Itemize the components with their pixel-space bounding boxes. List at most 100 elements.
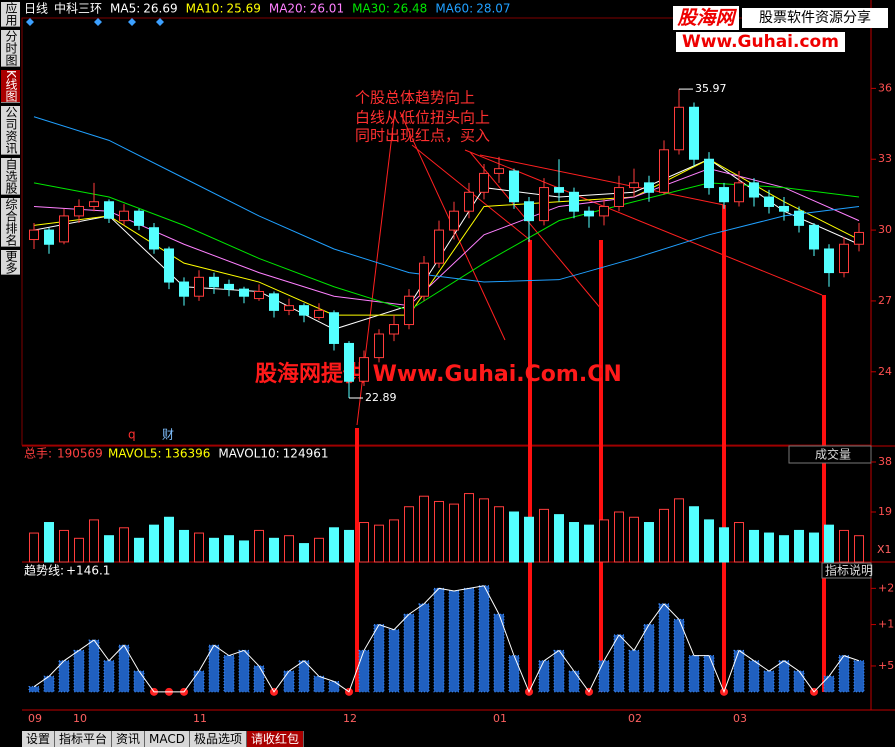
volume-bar bbox=[584, 524, 594, 563]
candle-body bbox=[569, 191, 579, 212]
vol-ma-name: MAVOL10: bbox=[218, 447, 279, 461]
bottom-tab[interactable]: 指标平台 bbox=[55, 731, 113, 747]
volume-bar bbox=[164, 516, 174, 563]
ma-legend-name: MA60: bbox=[435, 2, 473, 16]
side-tab[interactable]: 分时图 bbox=[1, 30, 20, 67]
x-tick-label: 01 bbox=[493, 712, 507, 725]
ind-bar bbox=[298, 660, 310, 693]
volume-bar bbox=[209, 537, 219, 563]
volume-button-label[interactable]: 成交量 bbox=[815, 447, 851, 462]
ind-bar bbox=[403, 613, 415, 693]
bottom-tab[interactable]: 极品选项 bbox=[190, 731, 248, 747]
ind-bar bbox=[418, 603, 430, 693]
bottom-tab[interactable]: MACD bbox=[145, 731, 191, 747]
candle-body bbox=[74, 205, 84, 217]
side-tab[interactable]: 自选股 bbox=[1, 157, 20, 195]
volume-button[interactable] bbox=[788, 445, 872, 464]
high-label: 35.97 bbox=[695, 82, 727, 95]
y-tick-label: 27 bbox=[878, 294, 892, 307]
vol-tick-label: 19 bbox=[878, 505, 892, 518]
volume-bar bbox=[809, 532, 819, 563]
ind-bar bbox=[208, 644, 220, 693]
volume-unit: X1 bbox=[877, 543, 892, 556]
candle-body bbox=[734, 182, 744, 203]
ma-legend-value: 26.01 bbox=[310, 2, 344, 16]
ma-legend-value: 26.48 bbox=[393, 2, 427, 16]
side-tab[interactable]: 综合排名 bbox=[1, 197, 20, 247]
candle-body bbox=[344, 342, 354, 382]
volume-bar bbox=[779, 535, 789, 563]
volume-bar bbox=[104, 535, 114, 563]
volume-bar bbox=[29, 532, 39, 563]
candle-body bbox=[359, 357, 369, 382]
ind-bar bbox=[103, 660, 115, 693]
candle-body bbox=[494, 168, 504, 174]
side-tab[interactable]: K线图 bbox=[1, 70, 20, 103]
volume-bar bbox=[539, 508, 549, 563]
volume-bar bbox=[764, 532, 774, 563]
volume-bar bbox=[119, 527, 129, 563]
side-tab[interactable]: 更多 bbox=[1, 249, 20, 275]
ind-bar bbox=[823, 675, 835, 693]
volume-bar bbox=[374, 524, 384, 563]
x-tick-label: 12 bbox=[343, 712, 357, 725]
ind-bar bbox=[778, 660, 790, 693]
candle-body bbox=[599, 205, 609, 217]
bottom-tab[interactable]: 设置 bbox=[22, 731, 56, 747]
volume-bar bbox=[224, 535, 234, 563]
candle-body bbox=[704, 158, 714, 189]
bottom-tab[interactable]: 资讯 bbox=[112, 731, 146, 747]
ma-legend-value: 28.07 bbox=[476, 2, 510, 16]
x-tick-label: 03 bbox=[733, 712, 747, 725]
stock-name: 中科三环 bbox=[54, 1, 102, 16]
volume-bar bbox=[734, 522, 744, 563]
volume-bar bbox=[359, 522, 369, 563]
side-tab[interactable]: 应用 bbox=[1, 2, 20, 27]
ind-bar bbox=[478, 585, 490, 693]
volume-bar bbox=[269, 537, 279, 563]
ind-bar bbox=[613, 634, 625, 693]
ind-bar bbox=[748, 660, 760, 693]
candle-body bbox=[224, 283, 234, 290]
volume-bar bbox=[524, 516, 534, 563]
volume-bar bbox=[149, 524, 159, 563]
ind-bar bbox=[253, 665, 265, 693]
ind-bar bbox=[688, 655, 700, 693]
diamonds bbox=[26, 18, 164, 26]
candle-body bbox=[404, 295, 414, 326]
candle-body bbox=[479, 172, 489, 193]
side-tab[interactable]: 公司资讯 bbox=[1, 105, 20, 155]
candle-body bbox=[329, 312, 339, 344]
indicator-button[interactable] bbox=[821, 562, 872, 579]
ma-line bbox=[33, 116, 860, 283]
vol-ma-name: MAVOL5: bbox=[108, 447, 162, 461]
ind-bar bbox=[643, 624, 655, 693]
marker: q bbox=[128, 428, 136, 442]
ind-bar bbox=[538, 660, 550, 693]
ind-tick-label: +1 bbox=[878, 618, 894, 631]
candle-body bbox=[689, 106, 699, 160]
x-tick-label: 02 bbox=[628, 712, 642, 725]
y-tick-label: 36 bbox=[878, 81, 892, 94]
candle-body bbox=[854, 231, 864, 245]
candle-body bbox=[89, 201, 99, 207]
candle-body bbox=[464, 191, 474, 212]
ind-bar bbox=[133, 670, 145, 693]
watermark-url: Www.Guhai.com bbox=[676, 32, 845, 52]
candle-body bbox=[44, 229, 54, 245]
ind-bar bbox=[28, 686, 40, 693]
candle-body bbox=[149, 227, 159, 250]
volume-bar bbox=[404, 506, 414, 563]
indicator-button-label[interactable]: 指标说明 bbox=[825, 563, 873, 578]
volume-bar bbox=[509, 511, 519, 563]
volume-bar bbox=[719, 527, 729, 563]
ind-bar bbox=[58, 660, 70, 693]
volume-bar bbox=[134, 537, 144, 563]
overlay-text: 股海网提供 Www.Guhai.Com.CN bbox=[255, 361, 622, 387]
volume-bar bbox=[464, 493, 474, 563]
bottom-tab[interactable]: 请收红包 bbox=[247, 731, 305, 747]
candle-body bbox=[239, 288, 249, 297]
candle-body bbox=[449, 210, 459, 231]
